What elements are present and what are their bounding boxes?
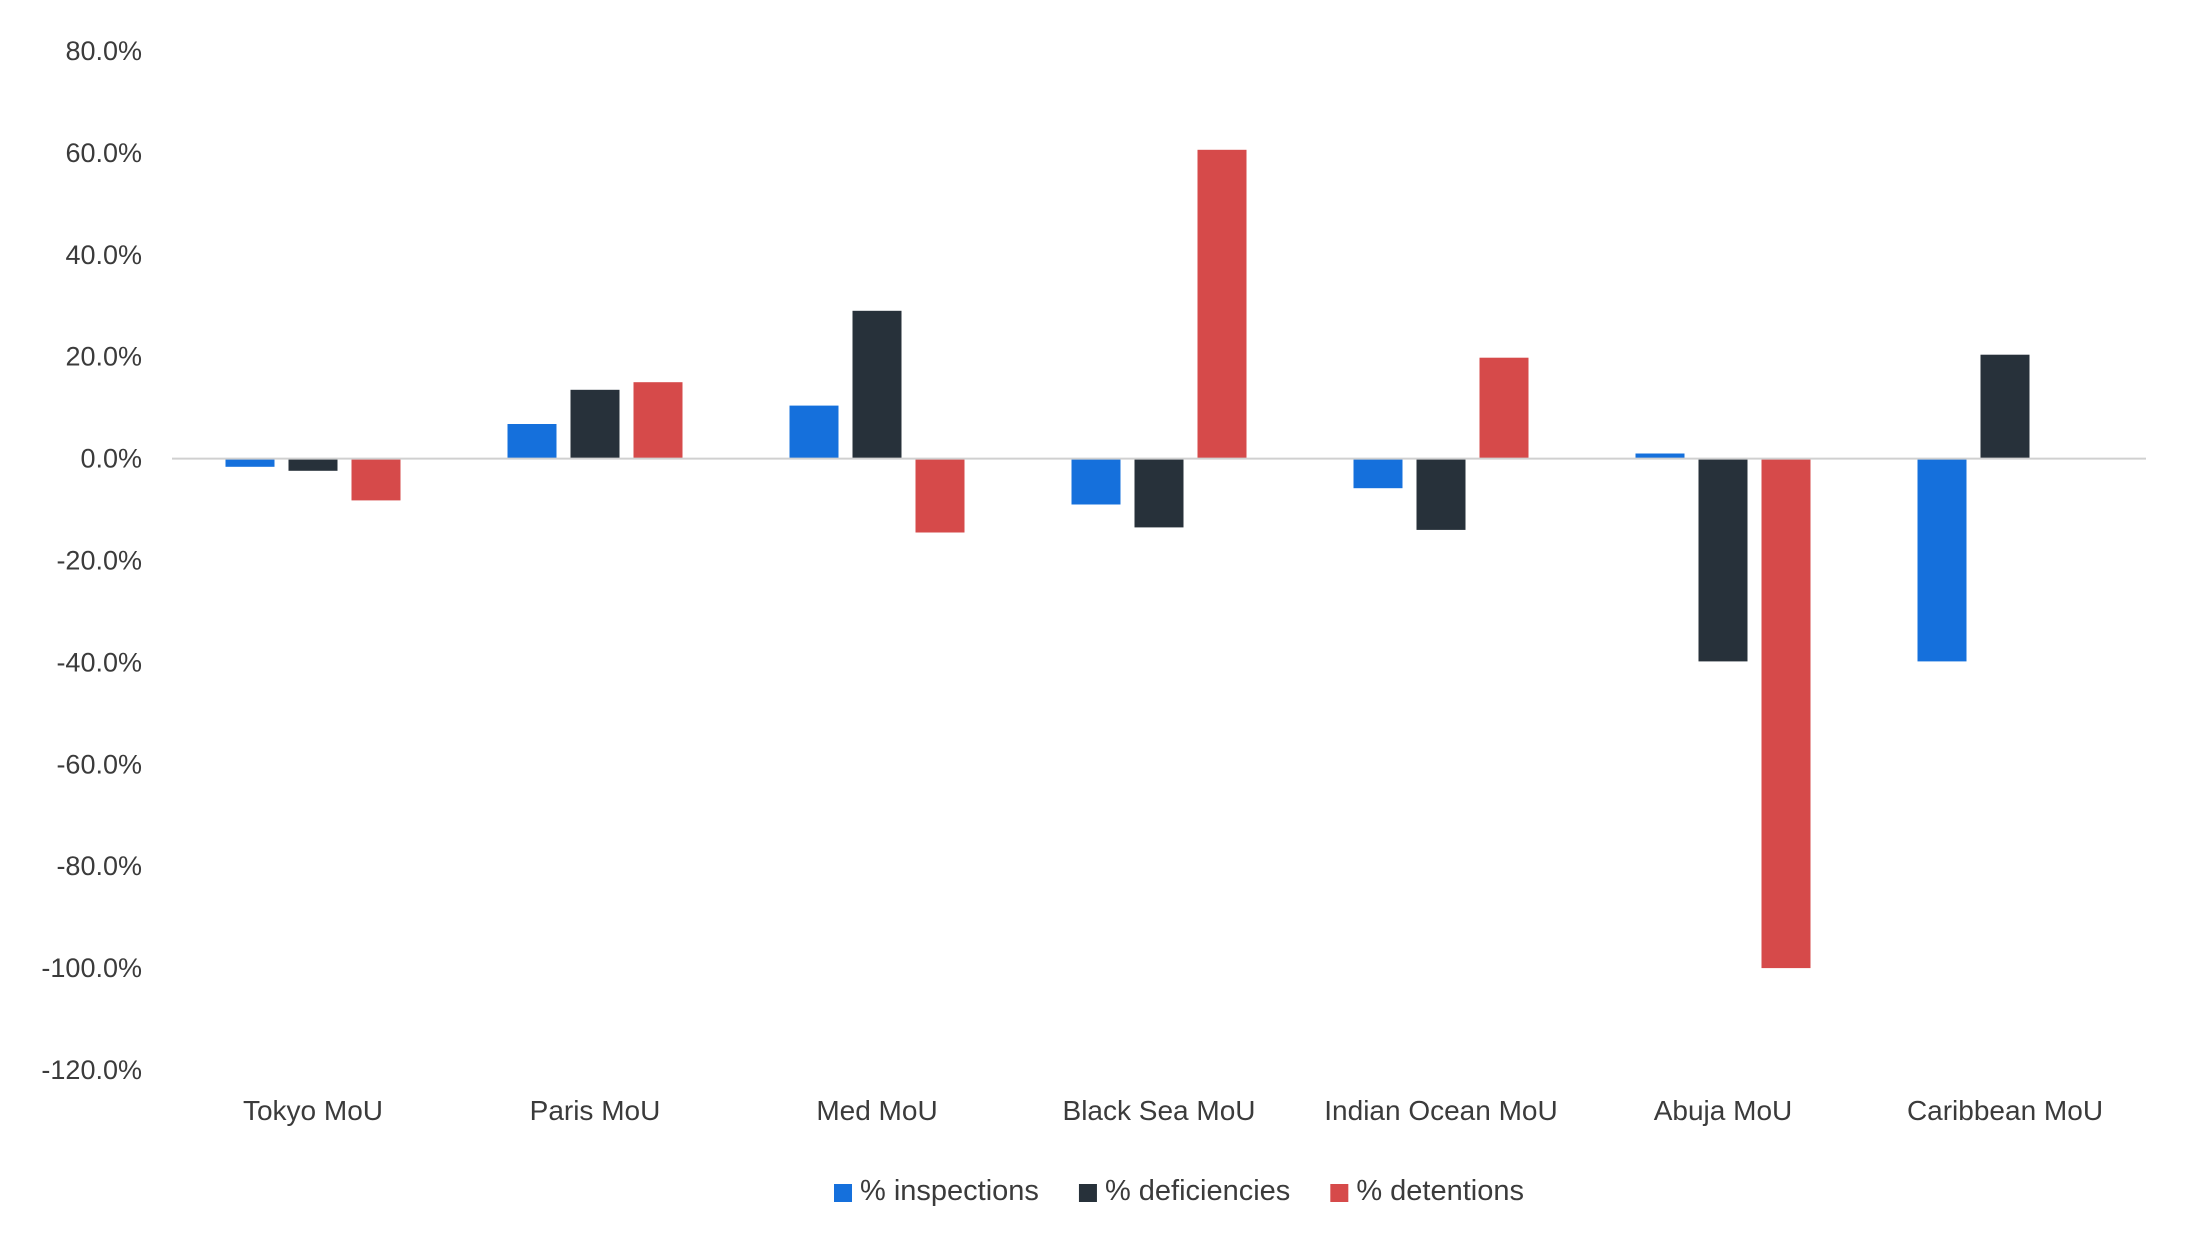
y-tick-label: 60.0% [65,138,142,168]
y-tick-label: 40.0% [65,240,142,270]
y-tick-label: 20.0% [65,342,142,372]
bar-detentions-abuja-mou [1761,458,1811,969]
y-tick-label: -80.0% [56,851,142,881]
bar-detentions-indian-ocean-mou [1479,357,1529,459]
bar-inspections-paris-mou [507,424,557,459]
x-category-label: Tokyo MoU [243,1095,383,1126]
legend-swatch [1078,1184,1097,1202]
bar-deficiencies-caribbean-mou [1980,354,2030,459]
category-labels: Tokyo MoU Paris MoU Med MoU Black Sea MoU In… [243,1095,2103,1126]
y-tick-label: 80.0% [65,36,142,66]
y-tick-label: -60.0% [56,749,142,779]
x-category-label: Med MoU [816,1095,937,1126]
bar-deficiencies-paris-mou [570,389,620,459]
x-category-label: Paris MoU [530,1095,661,1126]
y-tick-label: -120.0% [41,1055,142,1085]
bar-deficiencies-abuja-mou [1698,458,1748,662]
y-tick-label: -20.0% [56,546,142,576]
x-category-label: Abuja MoU [1654,1095,1793,1126]
y-tick-label: -40.0% [56,647,142,677]
bar-inspections-tokyo-mou [225,458,275,467]
y-axis-ticks: 80.0% 60.0% 40.0% 20.0% 0.0% -20.0% -40.0% -60.… [41,36,142,1085]
bar-detentions-med-mou [915,458,965,533]
bar-detentions-tokyo-mou [351,458,401,501]
x-category-label: Black Sea MoU [1063,1095,1256,1126]
legend-label: % inspections [860,1175,1039,1207]
bar-deficiencies-indian-ocean-mou [1416,458,1466,530]
bars [225,149,2030,969]
bar-deficiencies-med-mou [852,310,902,459]
y-tick-label: 0.0% [80,444,142,474]
x-category-label: Caribbean MoU [1907,1095,2103,1126]
legend-swatch [1330,1184,1349,1202]
bar-deficiencies-black-sea-mou [1134,458,1184,528]
bar-detentions-black-sea-mou [1197,149,1247,459]
bar-detentions-paris-mou [633,382,683,459]
bar-deficiencies-tokyo-mou [288,458,338,471]
x-category-label: Indian Ocean MoU [1324,1095,1557,1126]
bar-inspections-med-mou [789,405,839,459]
bar-inspections-abuja-mou [1635,453,1685,459]
y-tick-label: -100.0% [41,953,142,983]
legend-swatch [834,1184,853,1202]
bar-inspections-indian-ocean-mou [1353,458,1403,489]
legend: % inspections % deficiencies % detentions [834,1175,1524,1207]
legend-label: % deficiencies [1105,1175,1290,1207]
bar-inspections-black-sea-mou [1071,458,1121,505]
bar-inspections-caribbean-mou [1917,458,1967,662]
legend-label: % detentions [1356,1175,1524,1207]
